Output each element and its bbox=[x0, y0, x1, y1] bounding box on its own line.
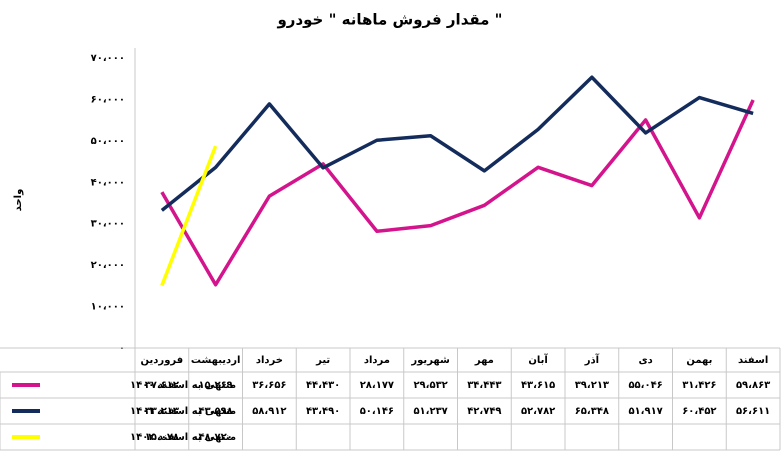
data-label: ۳۹،۲۱۳ bbox=[575, 380, 609, 391]
data-label: ۴۲،۷۴۹ bbox=[467, 406, 501, 417]
data-label: ۳۷،۶۱۲ bbox=[145, 380, 179, 391]
data-label: ۴۸،۷۲۰ bbox=[198, 432, 232, 443]
data-label: ۴۳،۵۹۸ bbox=[198, 406, 232, 417]
data-label: ۱۵،۲۶۹ bbox=[198, 380, 232, 391]
x-tick-label: دی bbox=[638, 355, 652, 366]
x-tick-label: مرداد bbox=[364, 355, 390, 366]
legend-label: منتهی به اسفند ۱۴۰۱ bbox=[130, 406, 236, 417]
y-tick-label: ۲۰،۰۰۰ bbox=[91, 260, 125, 271]
x-tick-label: شهریور bbox=[410, 355, 450, 366]
y-tick-label: ۶۰،۰۰۰ bbox=[91, 94, 125, 105]
data-label: ۳۳،۲۱۳ bbox=[145, 406, 179, 417]
x-tick-label: اسفند bbox=[738, 355, 768, 366]
series-line bbox=[160, 75, 754, 212]
data-label: ۵۱،۹۱۷ bbox=[628, 406, 662, 417]
x-tick-label: آذر bbox=[584, 353, 600, 366]
data-label: ۵۸،۹۱۲ bbox=[252, 406, 286, 417]
data-label: ۴۴،۴۳۰ bbox=[306, 380, 340, 391]
y-tick-label: ۱۰،۰۰۰ bbox=[91, 302, 125, 313]
x-tick-label: بهمن bbox=[686, 355, 712, 366]
data-label: ۵۲،۷۸۲ bbox=[521, 406, 555, 417]
series-line bbox=[160, 99, 755, 287]
y-tick-label: ۴۰،۰۰۰ bbox=[91, 177, 125, 188]
data-label: ۳۴،۴۴۳ bbox=[467, 380, 501, 391]
legend-label: منتهی به اسفند ۱۴۰۲ bbox=[130, 432, 236, 443]
x-tick-label: آبان bbox=[528, 353, 548, 366]
data-label: ۵۱،۲۳۷ bbox=[413, 406, 447, 417]
data-label: ۵۵،۰۴۶ bbox=[628, 380, 662, 391]
legend-label: منتهی به اسفند ۱۴۰۰ bbox=[130, 380, 236, 391]
y-axis-label: واحد bbox=[13, 189, 24, 212]
series-line bbox=[160, 145, 218, 287]
x-tick-label: اردیبهشت bbox=[191, 355, 241, 366]
data-label: ۳۱،۴۲۶ bbox=[682, 380, 716, 391]
data-label: ۵۹،۸۶۳ bbox=[736, 380, 770, 391]
y-tick-label: ۵۰،۰۰۰ bbox=[91, 136, 125, 147]
x-tick-label: خرداد bbox=[256, 355, 283, 366]
data-label: ۵۰،۱۴۶ bbox=[360, 406, 394, 417]
data-label: ۶۰،۴۵۲ bbox=[682, 406, 716, 417]
data-label: ۵۶،۶۱۱ bbox=[736, 406, 770, 417]
x-tick-label: فروردین bbox=[141, 355, 184, 366]
chart-title: مقدار فروش ماهانه " خودرو " bbox=[276, 11, 502, 29]
data-label: ۴۳،۴۹۰ bbox=[306, 406, 340, 417]
data-label: ۲۸،۱۷۷ bbox=[360, 380, 394, 391]
data-label: ۲۹،۵۳۲ bbox=[413, 380, 447, 391]
y-tick-label: ۳۰،۰۰۰ bbox=[91, 219, 125, 230]
data-label: ۶۵،۳۴۸ bbox=[575, 406, 609, 417]
x-tick-label: مهر bbox=[474, 355, 494, 366]
y-tick-label: ۷۰،۰۰۰ bbox=[91, 53, 125, 64]
data-label: ۴۳،۶۱۵ bbox=[521, 380, 555, 391]
data-label: ۳۶،۶۵۶ bbox=[252, 380, 286, 391]
data-label: ۱۵،۰۷۸ bbox=[145, 432, 179, 443]
x-tick-label: تیر bbox=[315, 355, 330, 366]
